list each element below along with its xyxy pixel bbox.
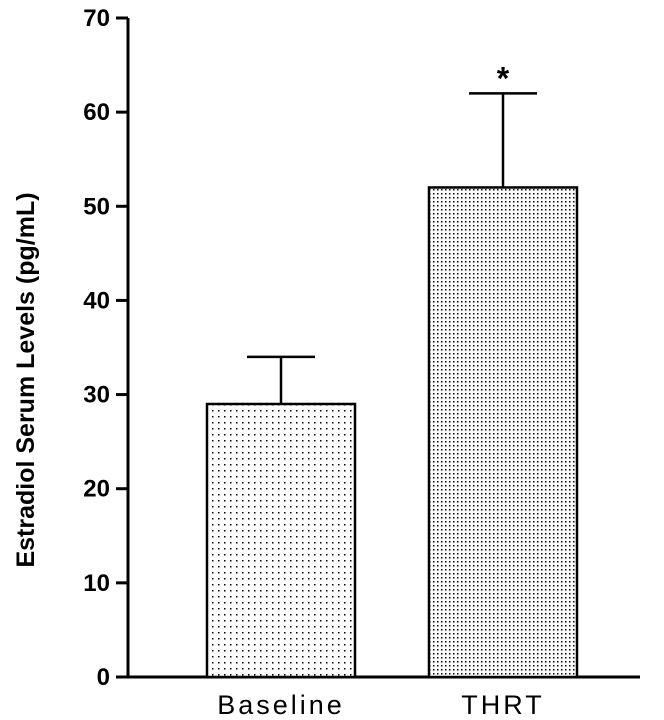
y-tick-label: 60 [83, 99, 110, 126]
y-tick-label: 70 [83, 5, 110, 32]
bar-thrt [427, 186, 579, 679]
y-tick-label: 0 [97, 664, 110, 691]
y-tick-label: 40 [83, 287, 110, 314]
x-tick-label: THRT [461, 690, 545, 720]
y-tick-label: 20 [83, 476, 110, 503]
y-tick-label: 50 [83, 193, 110, 220]
y-axis-title: Estradiol Serum Levels (pg/mL) [12, 192, 40, 567]
bar-baseline [205, 402, 357, 679]
y-tick-label: 30 [83, 382, 110, 409]
significance-marker: * [497, 60, 510, 96]
x-tick-label: Baseline [217, 690, 345, 720]
annotations: * [497, 60, 510, 96]
x-axis-labels: Baseline THRT [217, 690, 545, 720]
bars [205, 186, 579, 679]
y-tick-label: 10 [83, 570, 110, 597]
error-bars [247, 92, 537, 404]
y-axis: 0 10 20 30 40 50 60 70 [83, 5, 640, 691]
